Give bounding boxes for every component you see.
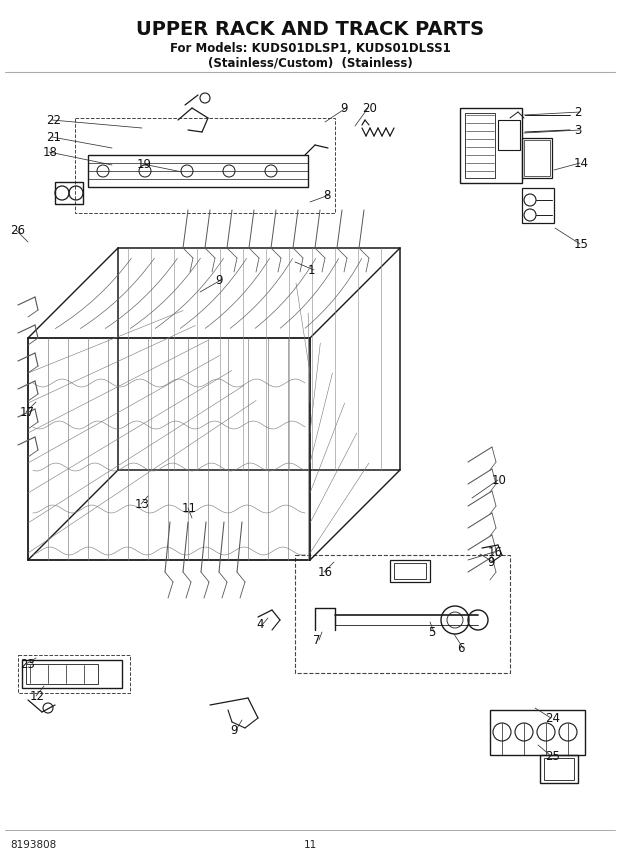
- Text: For Models: KUDS01DLSP1, KUDS01DLSS1: For Models: KUDS01DLSP1, KUDS01DLSS1: [170, 42, 450, 55]
- Bar: [390, 560, 430, 582]
- Text: 25: 25: [545, 750, 560, 763]
- Text: 16: 16: [318, 566, 333, 579]
- Text: 17: 17: [20, 406, 35, 419]
- Text: 16: 16: [488, 545, 503, 558]
- Text: 12: 12: [30, 689, 45, 703]
- Bar: [22, 660, 122, 688]
- Text: 4: 4: [256, 619, 264, 632]
- Text: UPPER RACK AND TRACK PARTS: UPPER RACK AND TRACK PARTS: [136, 20, 484, 39]
- Bar: [465, 113, 495, 178]
- Text: 8193808: 8193808: [10, 840, 56, 850]
- Bar: [88, 155, 308, 187]
- Text: 11: 11: [303, 840, 317, 850]
- Bar: [295, 555, 510, 673]
- Bar: [540, 755, 578, 783]
- Text: 9: 9: [215, 274, 223, 287]
- Text: 13: 13: [135, 497, 150, 510]
- Bar: [460, 108, 522, 183]
- Bar: [522, 188, 554, 223]
- Text: 19: 19: [137, 158, 152, 170]
- Text: 5: 5: [428, 626, 435, 639]
- Text: 7: 7: [313, 633, 321, 646]
- Text: 22: 22: [46, 114, 61, 127]
- Bar: [522, 138, 552, 178]
- Text: 6: 6: [457, 641, 464, 655]
- Text: 9: 9: [340, 102, 347, 115]
- Text: 24: 24: [545, 711, 560, 724]
- Bar: [75, 118, 335, 213]
- Text: (Stainless/Custom)  (Stainless): (Stainless/Custom) (Stainless): [208, 56, 412, 69]
- Text: 20: 20: [362, 102, 377, 115]
- Text: 15: 15: [574, 237, 589, 251]
- Text: 3: 3: [574, 123, 582, 136]
- Text: 2: 2: [574, 105, 582, 118]
- Text: 26: 26: [10, 223, 25, 236]
- Bar: [490, 710, 585, 755]
- Text: 9: 9: [230, 723, 237, 736]
- Text: 11: 11: [182, 502, 197, 514]
- Text: 21: 21: [46, 130, 61, 144]
- Text: 18: 18: [43, 146, 58, 158]
- Bar: [544, 758, 574, 780]
- Text: 1: 1: [308, 264, 316, 276]
- Bar: [498, 120, 520, 150]
- Bar: [26, 664, 98, 684]
- Text: 10: 10: [492, 473, 507, 486]
- Text: 14: 14: [574, 157, 589, 169]
- Bar: [394, 563, 426, 579]
- Text: 9: 9: [487, 556, 495, 568]
- Bar: [18, 655, 130, 693]
- Bar: [55, 182, 83, 204]
- Text: 23: 23: [20, 657, 35, 670]
- Text: 8: 8: [323, 188, 330, 201]
- Bar: [524, 140, 550, 176]
